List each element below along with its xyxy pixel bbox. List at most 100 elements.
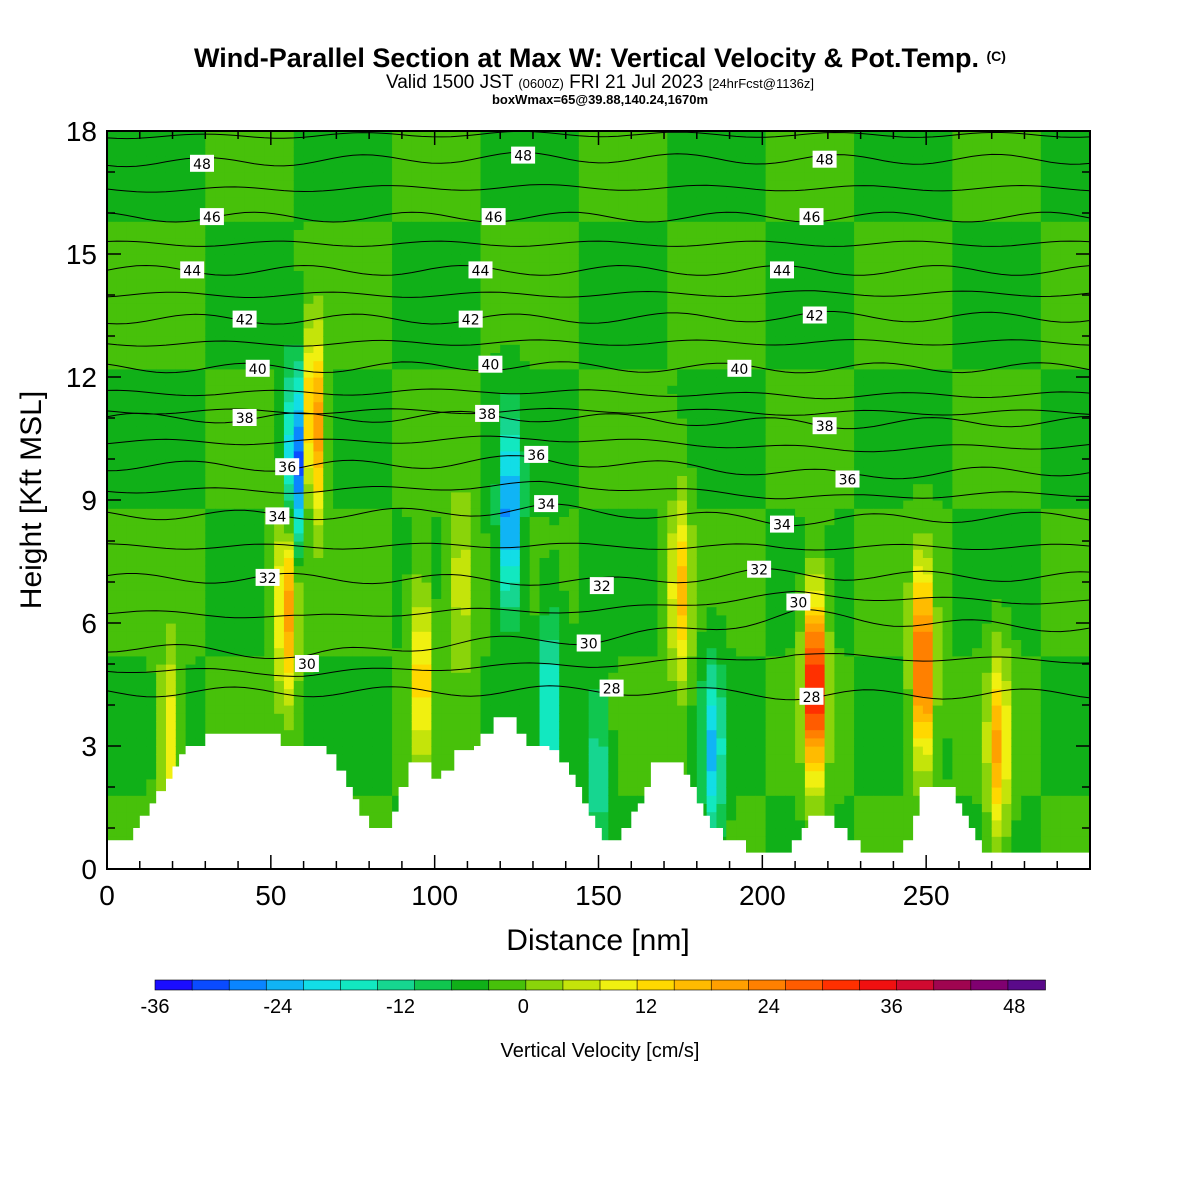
velocity-cell: [156, 508, 167, 517]
velocity-cell: [441, 459, 452, 468]
velocity-cell: [264, 172, 275, 181]
velocity-cell: [283, 147, 295, 157]
velocity-cell: [146, 491, 157, 501]
velocity-cell: [107, 754, 118, 763]
velocity-cell: [146, 172, 157, 181]
velocity-cell: [146, 344, 157, 353]
velocity-cell: [618, 491, 629, 501]
velocity-cell: [470, 598, 482, 608]
velocity-cell: [352, 278, 364, 288]
velocity-cell: [303, 237, 315, 247]
velocity-cell: [529, 295, 541, 304]
velocity-cell: [313, 237, 324, 247]
velocity-cell: [578, 352, 590, 362]
velocity-cell: [274, 221, 285, 230]
velocity-cell: [215, 221, 226, 230]
velocity-cell: [451, 557, 462, 567]
velocity-cell: [195, 393, 206, 403]
velocity-cell: [372, 278, 383, 288]
velocity-cell: [136, 500, 147, 509]
velocity-cell: [175, 631, 187, 640]
velocity-cell: [588, 508, 600, 517]
velocity-cell: [352, 787, 364, 796]
velocity-cell: [234, 377, 246, 386]
velocity-cell: [382, 409, 393, 419]
velocity-cell: [303, 500, 315, 509]
velocity-cell: [519, 409, 531, 419]
velocity-cell: [234, 327, 246, 337]
velocity-cell: [333, 623, 344, 632]
velocity-cell: [500, 532, 511, 542]
velocity-cell: [244, 590, 256, 599]
velocity-cell: [539, 688, 550, 698]
velocity-cell: [107, 803, 118, 813]
velocity-cell: [608, 262, 619, 271]
velocity-cell: [175, 204, 187, 214]
velocity-cell: [549, 598, 560, 608]
velocity-cell: [460, 426, 472, 435]
velocity-cell: [578, 590, 590, 599]
velocity-cell: [313, 565, 324, 575]
velocity-cell: [578, 319, 590, 329]
velocity-cell: [441, 155, 452, 165]
velocity-cell: [342, 237, 354, 247]
velocity-cell: [215, 336, 226, 345]
velocity-cell: [293, 721, 305, 731]
velocity-cell: [215, 647, 226, 657]
velocity-cell: [549, 262, 560, 271]
velocity-cell: [598, 819, 609, 829]
velocity-cell: [559, 524, 570, 534]
velocity-cell: [116, 795, 128, 804]
velocity-cell: [372, 541, 383, 550]
velocity-cell: [421, 262, 432, 271]
velocity-cell: [401, 196, 413, 206]
velocity-cell: [470, 295, 482, 304]
velocity-cell: [431, 459, 442, 468]
velocity-cell: [293, 131, 305, 140]
velocity-cell: [608, 713, 619, 722]
velocity-cell: [116, 467, 128, 476]
velocity-cell: [165, 229, 177, 239]
velocity-cell: [175, 336, 187, 345]
velocity-cell: [470, 245, 482, 255]
velocity-cell: [136, 516, 147, 526]
velocity-cell: [588, 483, 600, 493]
velocity-cell: [224, 655, 236, 665]
velocity-cell: [234, 590, 246, 599]
velocity-cell: [588, 770, 600, 780]
velocity-cell: [205, 721, 216, 731]
velocity-cell: [539, 196, 550, 206]
velocity-cell: [421, 278, 432, 288]
velocity-cell: [618, 647, 629, 657]
velocity-cell: [569, 680, 580, 690]
velocity-cell: [480, 655, 491, 665]
velocity-cell: [303, 696, 315, 706]
velocity-cell: [578, 377, 590, 386]
velocity-cell: [401, 188, 413, 198]
velocity-cell: [519, 172, 531, 181]
velocity-cell: [539, 713, 550, 722]
velocity-cell: [254, 500, 265, 509]
velocity-cell: [342, 368, 354, 378]
velocity-cell: [156, 573, 167, 583]
velocity-cell: [293, 647, 305, 657]
velocity-cell: [470, 155, 482, 165]
velocity-cell: [136, 180, 147, 189]
velocity-cell: [392, 188, 403, 198]
valid-time-line: Valid 1500 JST (0600Z) FRI 21 Jul 2023 […: [0, 73, 1200, 93]
velocity-cell: [578, 729, 590, 739]
velocity-cell: [165, 557, 177, 567]
velocity-cell: [234, 188, 246, 198]
velocity-cell: [264, 631, 275, 640]
velocity-cell: [637, 688, 649, 698]
velocity-cell: [519, 188, 531, 198]
velocity-cell: [234, 254, 246, 263]
velocity-cell: [421, 705, 432, 714]
velocity-cell: [392, 787, 403, 796]
velocity-cell: [451, 573, 462, 583]
velocity-cell: [303, 459, 315, 468]
velocity-cell: [323, 647, 334, 657]
velocity-cell: [195, 196, 206, 206]
velocity-cell: [244, 664, 256, 673]
velocity-cell: [608, 270, 619, 280]
